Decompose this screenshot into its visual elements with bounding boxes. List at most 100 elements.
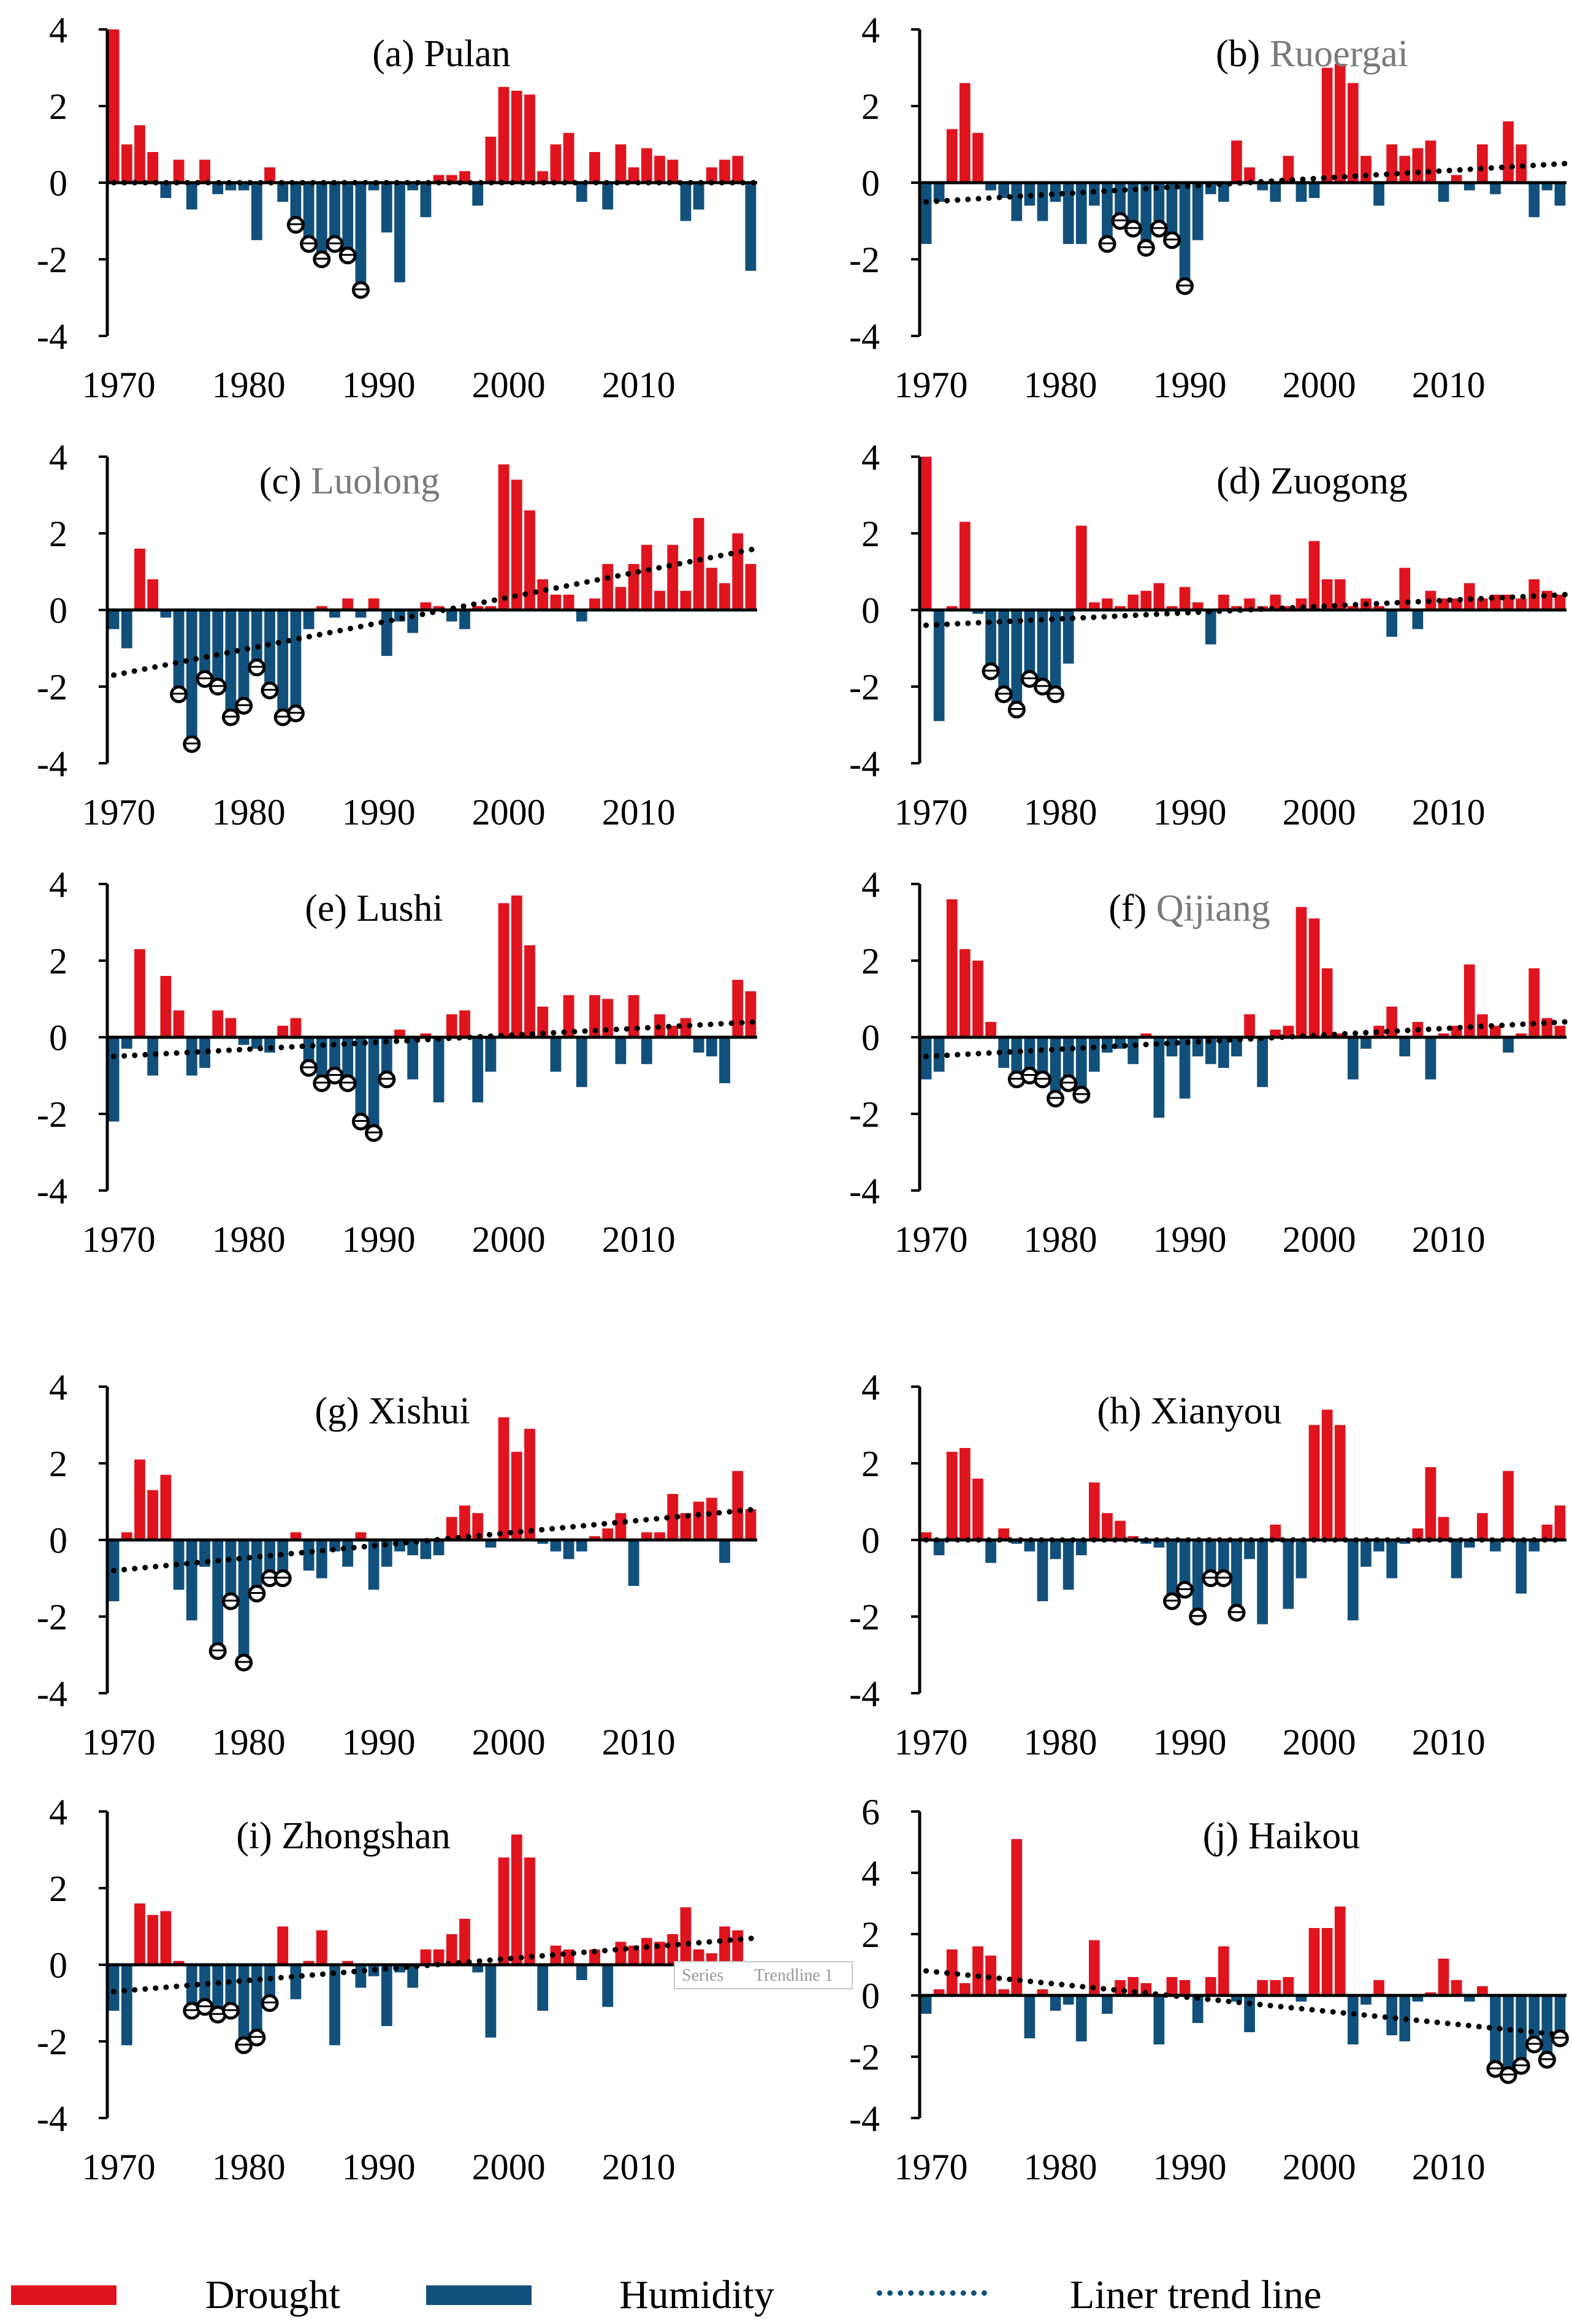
humidity-bar-1971: [933, 1540, 945, 1555]
humidity-bar-1999: [485, 1037, 497, 1072]
humidity-bar-1978: [212, 610, 224, 687]
x-tick-label: 2010: [1412, 1219, 1486, 1260]
drought-bar-2005: [1373, 1980, 1384, 1995]
trend-line: [923, 592, 1568, 628]
drought-bar-1974: [160, 1474, 172, 1540]
x-tick-label: 2000: [472, 792, 546, 832]
humidity-bar-2008: [1412, 1995, 1424, 2002]
y-tick-label: 4: [861, 437, 880, 478]
drought-bar-1985: [303, 1960, 315, 1965]
humidity-bar-1988: [342, 1540, 354, 1567]
drought-bar-1993: [1218, 1946, 1229, 1995]
humidity-bar-2014: [1490, 1540, 1501, 1552]
drought-bar-1993: [1218, 595, 1229, 610]
x-tick-label: 1980: [1024, 1722, 1097, 1762]
drought-bar-2008: [602, 564, 614, 610]
humidity-bar-1970: [920, 183, 932, 244]
drought-bar-2001: [1321, 67, 1333, 183]
drought-bar-1973: [959, 1448, 971, 1540]
humidity-bar-1995: [433, 1037, 445, 1103]
drought-bar-2019: [745, 1509, 757, 1540]
drought-bar-2004: [550, 1945, 562, 1965]
drought-bar-2002: [1334, 64, 1346, 183]
y-tick-label: 2: [861, 1444, 880, 1484]
drought-bar-2005: [563, 995, 574, 1037]
drought-bar-2016: [706, 167, 717, 183]
humidity-bar-1989: [355, 1037, 367, 1122]
x-tick-label: 2000: [472, 2147, 546, 2187]
humidity-bar-1991: [1192, 1995, 1204, 2023]
humidity-bar-1971: [933, 183, 945, 202]
y-tick-label: -2: [849, 1094, 880, 1135]
humidity-bar-2015: [693, 1037, 704, 1053]
x-tick-label: 1990: [342, 792, 416, 832]
y-tick-label: 0: [49, 1520, 67, 1561]
drought-bar-1992: [1205, 1977, 1216, 1995]
humidity-bar-1987: [329, 610, 340, 618]
y-tick-label: 4: [49, 864, 67, 905]
humidity-bar-2018: [1541, 1995, 1553, 2060]
x-tick-label: 1980: [212, 792, 286, 832]
humidity-bar-1975: [985, 1540, 996, 1563]
humidity-bar-1991: [1192, 1540, 1204, 1617]
humidity-bar-1983: [277, 183, 289, 202]
drought-bar-2001: [511, 1452, 522, 1540]
drought-bar-2019: [1554, 595, 1566, 610]
y-tick-label: 0: [861, 163, 880, 204]
humidity-bar-2006: [1386, 1995, 1398, 2035]
panel-title: (g) Xishui: [315, 1390, 470, 1432]
panel-title: (i) Zhongshan: [236, 1815, 451, 1857]
drought-bar-1999: [1295, 907, 1307, 1037]
humidity-bar-1970: [108, 610, 120, 630]
drought-bar-2012: [654, 1532, 665, 1540]
drought-bar-1986: [316, 606, 327, 610]
y-tick-label: -2: [849, 667, 880, 707]
y-tick-label: -4: [37, 744, 67, 784]
humidity-bar-1976: [998, 610, 1010, 695]
drought-bar-2001: [511, 895, 522, 1037]
drought-bar-2003: [537, 171, 549, 183]
drought-bar-1983: [277, 1026, 289, 1037]
humidity-bar-2015: [1503, 1037, 1514, 1053]
x-tick-label: 1970: [895, 365, 968, 405]
drought-bar-2015: [693, 1949, 704, 1965]
drought-bar-1984: [290, 1018, 302, 1037]
drought-bar-2014: [680, 590, 692, 610]
y-tick-label: -4: [849, 1674, 880, 1714]
humidity-bar-2015: [693, 183, 704, 210]
y-tick-label: 2: [49, 1869, 67, 1909]
drought-bar-1974: [972, 132, 983, 183]
x-tick-label: 1970: [82, 2147, 156, 2187]
drought-bar-2009: [615, 1513, 627, 1540]
humidity-bar-1977: [1011, 1037, 1023, 1080]
humidity-bar-1975: [173, 610, 185, 695]
drought-bar-2007: [589, 1536, 600, 1540]
humidity-bar-1991: [381, 1037, 392, 1080]
x-tick-label: 1980: [212, 1219, 286, 1260]
humidity-bar-2014: [1490, 1995, 1501, 2069]
drought-bar-1991: [1192, 602, 1204, 610]
drought-bar-2001: [1321, 579, 1333, 610]
drought-bar-2003: [1347, 83, 1359, 183]
humidity-bar-1984: [290, 183, 302, 225]
drought-bar-2007: [1399, 156, 1411, 183]
humidity-bar-2019: [1554, 183, 1566, 206]
y-tick-label: -4: [37, 1674, 67, 1714]
y-tick-label: 2: [861, 514, 880, 554]
drought-bar-2002: [1334, 1907, 1346, 1995]
drought-bar-2005: [563, 595, 574, 610]
humidity-bar-1980: [1050, 183, 1061, 202]
tooltip-box: [674, 1961, 853, 1989]
drought-bar-1986: [316, 1930, 327, 1965]
drought-bar-1970: [920, 1532, 932, 1540]
humidity-bar-1979: [1037, 610, 1048, 687]
y-tick-label: 0: [861, 1976, 880, 2016]
drought-bar-2017: [719, 159, 730, 183]
humidity-bar-1982: [264, 1965, 275, 2003]
drought-bar-2000: [1308, 1425, 1320, 1540]
humidity-bar-2017: [719, 1037, 730, 1083]
humidity-bar-1992: [1205, 1540, 1216, 1579]
drought-bar-2016: [1516, 598, 1527, 610]
humidity-bar-1991: [381, 610, 392, 656]
humidity-bar-1971: [933, 1037, 945, 1072]
